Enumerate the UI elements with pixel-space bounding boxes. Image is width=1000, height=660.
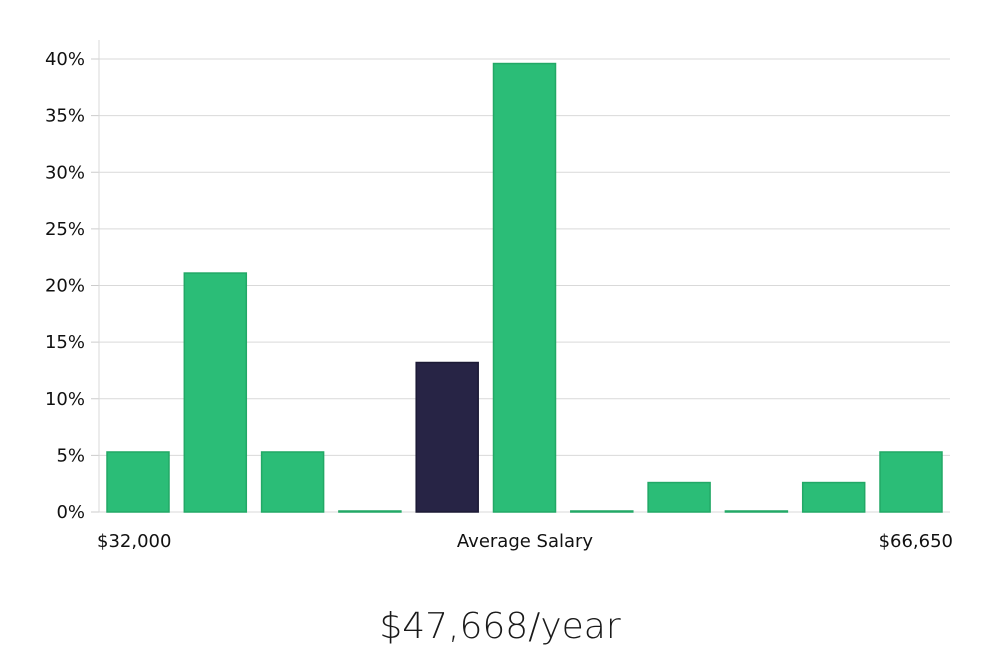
y-tick-label: 40%: [45, 49, 85, 70]
bar-0: [106, 451, 170, 513]
bar-2: [260, 451, 325, 513]
bar-8: [724, 510, 789, 513]
y-tick-label: 15%: [45, 332, 85, 353]
y-axis-ticks: 0% 5% 10% 15% 20% 25% 30% 35% 40%: [45, 49, 99, 523]
bar-7: [647, 481, 711, 513]
bar-6: [570, 510, 634, 513]
bar-average-salary: [415, 361, 479, 513]
x-max-label: $66,650: [879, 531, 953, 552]
x-min-label: $32,000: [97, 531, 171, 552]
y-tick-label: 10%: [45, 389, 85, 410]
x-axis-title: Average Salary: [457, 531, 594, 552]
y-tick-label: 35%: [45, 106, 85, 127]
bars: [106, 62, 943, 513]
y-tick-label: 20%: [45, 276, 85, 297]
y-tick-label: 30%: [45, 162, 85, 183]
bar-5: [492, 62, 557, 513]
y-tick-label: 25%: [45, 219, 85, 240]
salary-histogram: 0% 5% 10% 15% 20% 25% 30% 35% 40% $32,000 Averag…: [45, 40, 953, 552]
average-salary-value: $47,668/year: [379, 606, 621, 647]
bar-1: [183, 272, 248, 513]
bar-10: [879, 451, 943, 513]
bar-3: [338, 510, 402, 513]
bar-9: [801, 481, 866, 513]
y-tick-label: 0%: [56, 502, 85, 523]
y-tick-label: 5%: [56, 445, 85, 466]
